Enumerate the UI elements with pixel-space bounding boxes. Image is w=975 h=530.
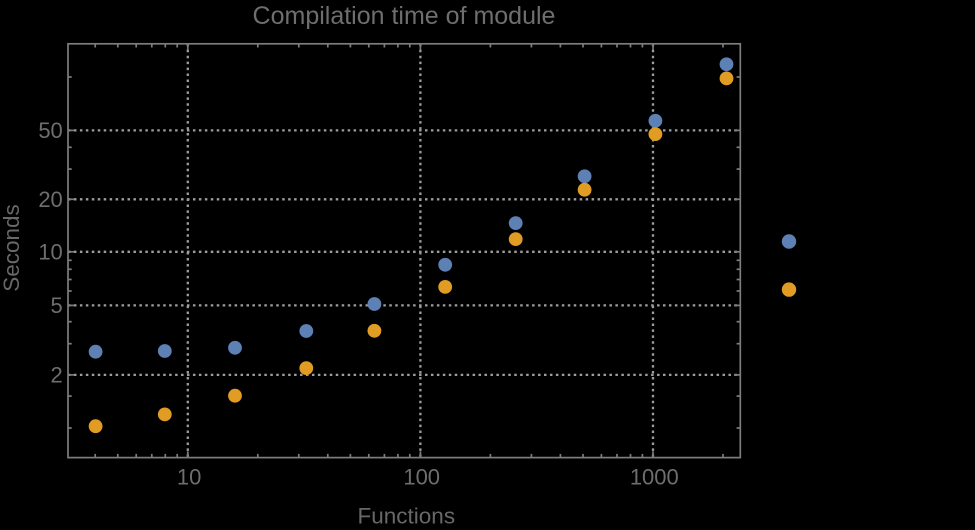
svg-text:Functions: Functions — [358, 503, 456, 525]
svg-text:50: 50 — [38, 118, 62, 143]
svg-text:Seconds: Seconds — [0, 204, 24, 292]
svg-text:Compilation time of module: Compilation time of module — [253, 2, 556, 30]
svg-text:1000: 1000 — [630, 464, 679, 489]
svg-text:100: 100 — [403, 464, 440, 489]
svg-text:10: 10 — [38, 240, 62, 265]
svg-text:20: 20 — [38, 187, 62, 212]
svg-text:2: 2 — [51, 363, 63, 388]
svg-text:10: 10 — [177, 464, 201, 489]
svg-text:5: 5 — [51, 293, 63, 318]
